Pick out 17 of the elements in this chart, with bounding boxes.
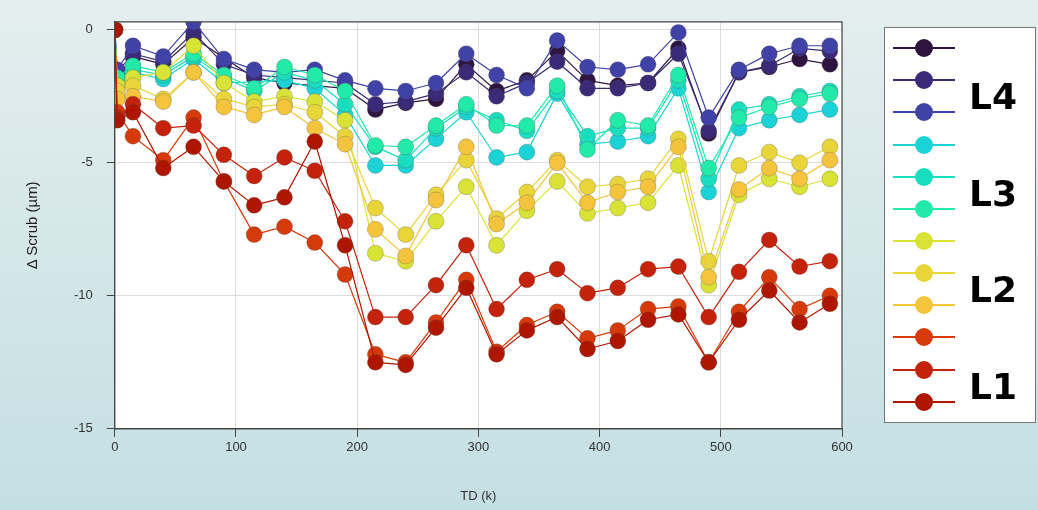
legend-label: L3 [969, 172, 1017, 214]
x-tick-label: 400 [588, 439, 611, 455]
x-tick-label: 100 [225, 439, 247, 455]
legend-label: L1 [969, 365, 1017, 407]
x-tick-label: 200 [346, 439, 369, 455]
legend-label: L4 [969, 76, 1017, 118]
legend-label: L2 [969, 269, 1017, 311]
y-tick-label: -10 [73, 287, 93, 303]
x-axis-title: TD (k) [460, 487, 497, 503]
x-tick-label: 600 [831, 439, 853, 455]
x-tick-label: 500 [709, 439, 732, 455]
x-tick-label: 300 [467, 439, 490, 455]
x-tick-label: 0 [111, 439, 119, 455]
y-tick-label: -15 [73, 420, 93, 436]
y-axis-title: Δ Scrub (µm) [23, 181, 41, 270]
y-tick-label: -5 [81, 154, 93, 170]
y-tick-label: 0 [85, 21, 93, 37]
